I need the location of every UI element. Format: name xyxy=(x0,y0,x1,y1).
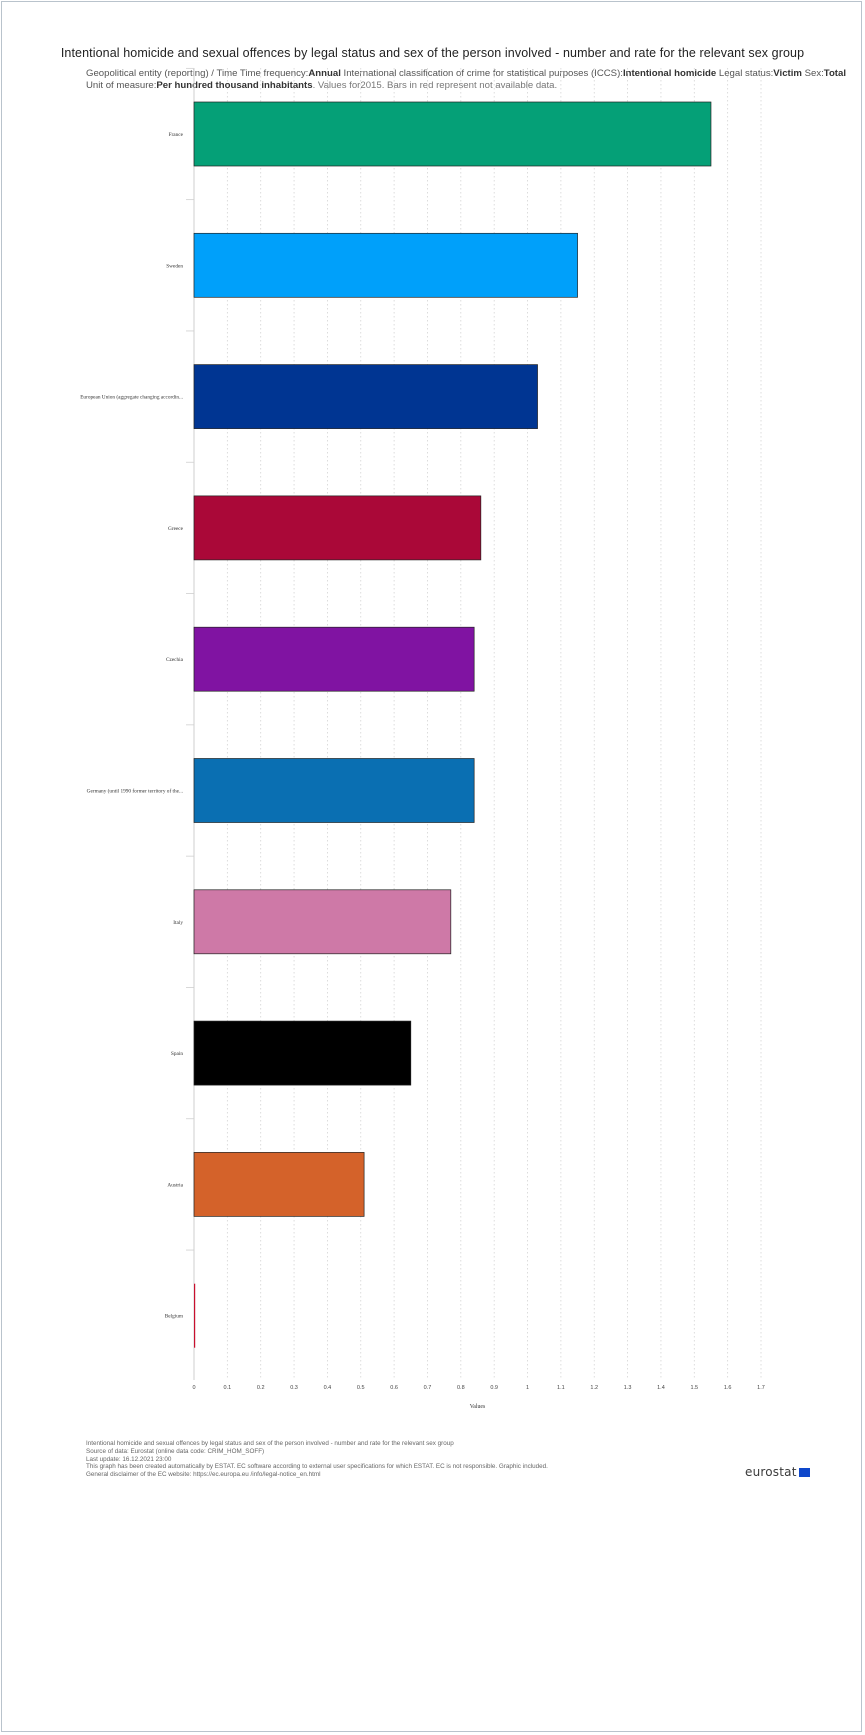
x-tick-label-7: 0.7 xyxy=(424,1385,432,1391)
x-tick-label-1: 0.1 xyxy=(224,1385,232,1391)
footer-line-source: Source of data: Eurostat (online data co… xyxy=(86,1447,265,1455)
subtitle-part-8: Unit of measure: xyxy=(86,80,157,91)
x-axis-label: Values xyxy=(470,1404,486,1410)
x-tick-label-17: 1.7 xyxy=(757,1385,765,1391)
category-label-6: Italy xyxy=(173,920,183,926)
category-label-5: Germany (until 1990 former territory of … xyxy=(87,788,183,795)
bar-5 xyxy=(193,758,475,823)
x-tick-label-10: 1 xyxy=(526,1385,529,1391)
bar-7 xyxy=(193,1020,412,1086)
x-tick-label-13: 1.3 xyxy=(624,1385,632,1391)
x-tick-label-11: 1.1 xyxy=(557,1385,565,1391)
category-label-3: Greece xyxy=(168,526,184,532)
chart-title: Intentional homicide and sexual offences… xyxy=(60,46,805,60)
footer-line-disclaimer: General disclaimer of the EC website: ht… xyxy=(86,1471,321,1479)
footer-line-created: This graph has been created automaticall… xyxy=(86,1463,548,1471)
category-label-0: France xyxy=(169,132,184,138)
subtitle-part-1: Annual xyxy=(308,68,341,79)
subtitle-part-5: Victim xyxy=(773,68,802,79)
subtitle-part-7: Total xyxy=(823,68,847,79)
x-tick-label-15: 1.5 xyxy=(690,1385,698,1391)
bar-6 xyxy=(193,889,452,955)
footer-line-title: Intentional homicide and sexual offences… xyxy=(86,1440,454,1447)
x-tick-label-3: 0.3 xyxy=(290,1385,298,1391)
footer-line-update: Last update: 16.12.2021 23:00 xyxy=(86,1455,172,1463)
bar-3 xyxy=(193,495,482,561)
category-label-7: Spain xyxy=(171,1051,183,1057)
bar-2 xyxy=(193,364,538,429)
subtitle-part-4: Legal status: xyxy=(716,68,774,79)
subtitle-part-0: Geopolitical entity (reporting) / Time T… xyxy=(86,68,309,79)
x-tick-label-8: 0.8 xyxy=(457,1385,465,1391)
x-tick-label-4: 0.4 xyxy=(324,1385,332,1391)
x-tick-label-14: 1.4 xyxy=(657,1385,665,1391)
bar-8 xyxy=(193,1152,365,1217)
eu-flag-icon xyxy=(798,1467,810,1477)
category-label-2: European Union (aggregate changing accor… xyxy=(80,394,183,401)
category-label-4: Czechia xyxy=(166,657,184,663)
logo-text: eurostat xyxy=(745,1465,797,1479)
chart-footer: Intentional homicide and sexual offences… xyxy=(86,1440,606,1479)
x-tick-label-9: 0.9 xyxy=(490,1385,498,1391)
subtitle-part-3: Intentional homicide xyxy=(622,68,717,79)
x-tick-label-2: 0.2 xyxy=(257,1385,265,1391)
x-tick-label-12: 1.2 xyxy=(590,1385,598,1391)
x-tick-label-5: 0.5 xyxy=(357,1385,365,1391)
chart-note: . Values for2015. Bars in red represent … xyxy=(312,80,558,91)
x-tick-label-0: 0 xyxy=(192,1385,195,1391)
eurostat-logo: eurostat xyxy=(745,1465,810,1479)
x-tick-label-16: 1.6 xyxy=(724,1385,732,1391)
subtitle-part-2: International classification of crime fo… xyxy=(340,68,623,79)
bar-1 xyxy=(193,232,578,298)
category-label-8: Austria xyxy=(167,1182,183,1188)
chart-subtitle: Geopolitical entity (reporting) / Time T… xyxy=(86,68,861,92)
x-tick-label-6: 0.6 xyxy=(390,1385,398,1391)
bar-0 xyxy=(193,101,712,167)
category-label-9: Belgium xyxy=(165,1314,184,1320)
category-label-1: Sweden xyxy=(166,263,183,269)
subtitle-part-9: Per hundred thousand inhabitants xyxy=(156,80,313,91)
bar-9 xyxy=(194,1283,196,1348)
bar-4 xyxy=(193,626,475,692)
subtitle-part-6: Sex: xyxy=(801,68,824,79)
